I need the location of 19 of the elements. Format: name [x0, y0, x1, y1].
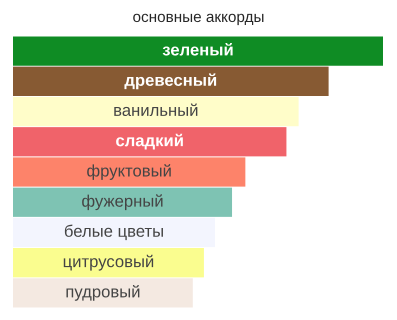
bar [13, 36, 383, 66]
y-tick-label: белые цветы [64, 224, 163, 240]
bar [13, 96, 299, 126]
y-tick-label: сладкий [116, 134, 183, 150]
y-tick-label: фужерный [82, 194, 162, 210]
bar [13, 248, 204, 278]
y-tick-label: ванильный [114, 103, 198, 116]
y-tick-label: пудровый [66, 284, 140, 301]
y-tick-label: фруктовый [87, 164, 171, 180]
y-tick-label: зеленый [162, 43, 233, 56]
bar [13, 188, 232, 217]
bar [13, 127, 286, 156]
bar [13, 66, 329, 96]
y-tick-label: цитрусовый [64, 254, 154, 271]
bar [13, 218, 216, 248]
bar [13, 278, 193, 308]
bar [13, 157, 246, 187]
y-tick-label: древесный [124, 73, 216, 90]
chart-title: основные аккорды [133, 14, 264, 26]
